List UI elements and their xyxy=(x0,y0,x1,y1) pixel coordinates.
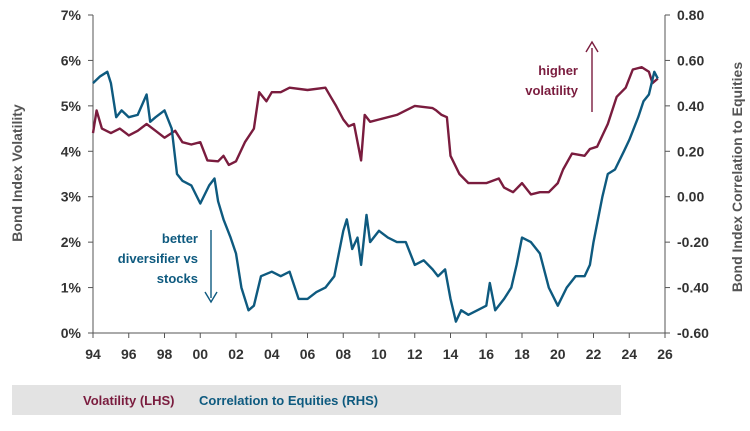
y-right-tick-label: -0.40 xyxy=(677,280,709,296)
y-right-tick-label: 0.40 xyxy=(677,98,704,114)
y-left-tick-label: 0% xyxy=(61,325,82,341)
y-left-tick-label: 6% xyxy=(61,52,82,68)
annotation-better-diversifier-text: better xyxy=(162,231,198,246)
y-right-tick-label: 0.20 xyxy=(677,143,704,159)
y-left-tick-label: 3% xyxy=(61,189,82,205)
x-tick-label: 96 xyxy=(121,346,137,362)
annotation-higher-volatility-text: higher xyxy=(538,63,578,78)
x-tick-label: 16 xyxy=(478,346,494,362)
volatility-series-line xyxy=(91,66,659,196)
y-left-axis-ticks: 0% 1% 2% 3% 4% 5% 6% 7% xyxy=(61,7,93,341)
x-tick-label: 08 xyxy=(335,346,351,362)
x-tick-label: 04 xyxy=(264,346,280,362)
y-left-tick-label: 7% xyxy=(61,7,82,23)
x-tick-label: 22 xyxy=(586,346,602,362)
y-left-tick-label: 1% xyxy=(61,280,82,296)
annotations: higher volatility better diversifier vs stoc… xyxy=(118,40,599,304)
y-left-tick-label: 5% xyxy=(61,98,82,114)
legend-item-correlation: Correlation to Equities (RHS) xyxy=(199,393,379,408)
y-right-tick-label: 0.00 xyxy=(677,189,704,205)
up-arrowhead-icon xyxy=(585,40,599,53)
y-right-tick-label: 0.60 xyxy=(677,52,704,68)
series-lines xyxy=(91,66,659,323)
y-right-axis-ticks: -0.60 -0.40 -0.20 0.00 0.20 0.40 0.60 0.80 xyxy=(665,7,709,341)
x-tick-label: 18 xyxy=(514,346,530,362)
annotation-higher-volatility-text: volatility xyxy=(525,83,579,98)
legend: Volatility (LHS) Correlation to Equities… xyxy=(12,385,621,415)
x-tick-label: 26 xyxy=(657,346,673,362)
y-right-axis-title: Bond Index Correlation to Equities xyxy=(729,62,745,292)
x-tick-label: 94 xyxy=(85,346,101,362)
y-left-tick-label: 4% xyxy=(61,143,82,159)
x-tick-label: 98 xyxy=(157,346,173,362)
annotation-better-diversifier-text: stocks xyxy=(157,271,198,286)
legend-item-volatility: Volatility (LHS) xyxy=(83,393,175,408)
x-tick-label: 14 xyxy=(443,346,459,362)
y-right-tick-label: -0.20 xyxy=(677,234,709,250)
x-tick-label: 06 xyxy=(300,346,316,362)
x-axis-ticks: 94 96 98 00 02 04 06 08 10 12 14 16 18 20 22 24 26 xyxy=(85,333,673,362)
x-tick-label: 00 xyxy=(192,346,208,362)
chart: 94 96 98 00 02 04 06 08 10 12 14 16 18 20 22 24 26 0% 1% 2… xyxy=(9,7,745,362)
x-tick-label: 12 xyxy=(407,346,423,362)
y-right-tick-label: -0.60 xyxy=(677,325,709,341)
x-tick-label: 02 xyxy=(228,346,244,362)
y-left-tick-label: 2% xyxy=(61,234,82,250)
annotation-better-diversifier-text: diversifier vs xyxy=(118,251,198,266)
x-tick-label: 24 xyxy=(621,346,637,362)
x-tick-label: 10 xyxy=(371,346,387,362)
down-arrowhead-icon xyxy=(204,291,218,304)
y-right-tick-label: 0.80 xyxy=(677,7,704,23)
x-tick-label: 20 xyxy=(550,346,566,362)
correlation-series-line xyxy=(92,70,659,323)
y-left-axis-title: Bond Index Volatility xyxy=(9,104,25,242)
